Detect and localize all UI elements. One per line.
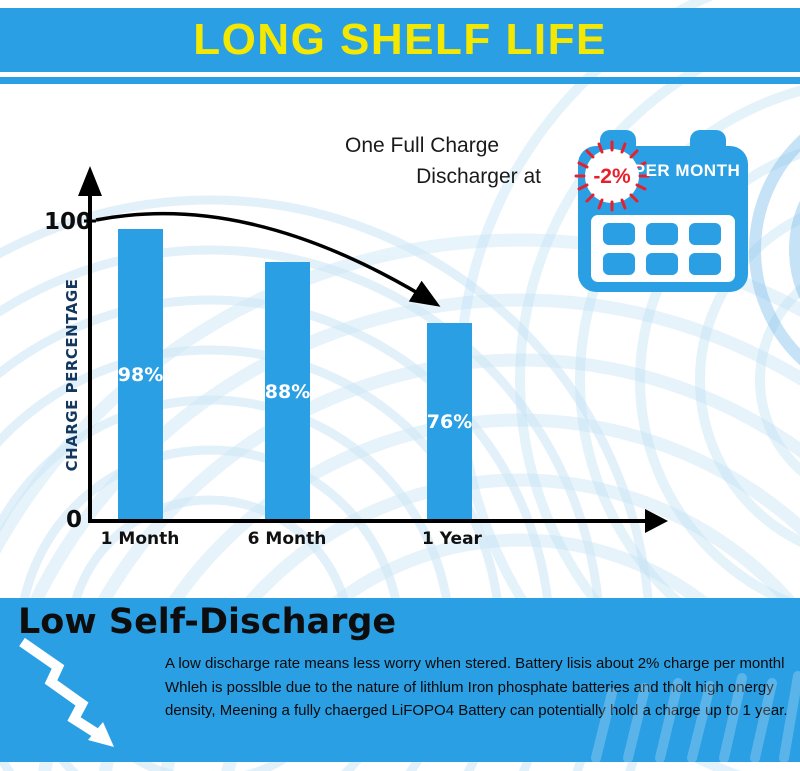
burst-icon (574, 140, 650, 212)
calendar-day-cell (689, 223, 721, 245)
section-heading: Low Self-Discharge (18, 602, 397, 642)
calendar-day-cell (646, 253, 678, 275)
zigzag-down-arrow-icon (19, 637, 114, 747)
paragraph-line-2: Whleh is posslble due to the nature of l… (165, 678, 774, 696)
calendar-day-cell (689, 253, 721, 275)
y-tick-100: 100 (44, 209, 93, 235)
bar-value-label: 98% (117, 364, 164, 386)
annotation-text: One Full Charge Discharger at (345, 130, 541, 192)
bar: 98% (118, 229, 163, 521)
low-self-discharge-section: Low Self-Discharge A low discharge rate … (0, 598, 800, 762)
y-tick-0: 0 (65, 507, 82, 533)
calendar-day-cell (603, 253, 635, 275)
x-tick-1-month: 1 Month (100, 529, 180, 549)
paragraph-line-1: A low discharge rate means less worry wh… (165, 655, 785, 672)
calendar-icon: PER MONTH (574, 130, 748, 292)
page-title: LONG SHELF LIFE (193, 15, 607, 64)
paragraph-line-3: density, Meening a fully chaerged LiFOPO… (165, 702, 788, 719)
per-month-label: PER MONTH (633, 161, 741, 180)
calendar-day-cell (603, 223, 635, 245)
calendar-day-cell (646, 223, 678, 245)
bar: 76% (427, 323, 472, 521)
light-streaks-overlay (591, 671, 800, 762)
minus-2-percent-badge: -2% (564, 132, 660, 222)
annotation-line-2: Discharger at (416, 165, 541, 188)
y-axis-title: CHARGE PERCENTAGE (63, 278, 81, 472)
bar-value-label: 76% (426, 411, 473, 433)
section-paragraph: A low discharge rate means less worry wh… (165, 652, 797, 723)
x-tick-6-month: 6 Month (247, 529, 327, 549)
bar-value-label: 88% (264, 380, 311, 403)
annotation-line-1: One Full Charge (345, 134, 500, 157)
badge-value: -2% (593, 165, 631, 188)
banner-underline-stripe (0, 77, 800, 84)
header-banner: LONG SHELF LIFE (0, 8, 800, 72)
x-tick-1-year: 1 Year (422, 529, 482, 549)
bar: 88% (265, 262, 310, 521)
